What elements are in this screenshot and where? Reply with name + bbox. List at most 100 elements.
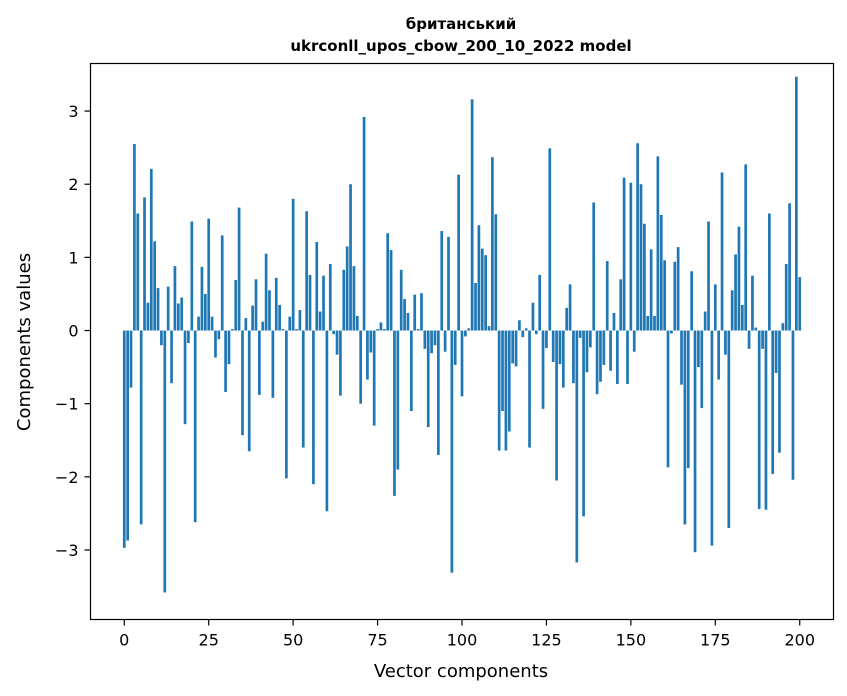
bar-component-69 (355, 315, 359, 331)
bar-component-47 (281, 329, 285, 331)
bar-component-116 (514, 330, 518, 367)
bar-component-13 (166, 286, 170, 331)
bar-component-111 (497, 330, 501, 451)
bar-component-37 (247, 330, 251, 452)
bar-component-11 (160, 330, 163, 346)
bar-component-120 (528, 330, 531, 448)
bar-component-181 (734, 254, 737, 331)
bar-component-170 (697, 330, 700, 368)
y-axis-ticks: −3 −2 −1 0 1 2 3 (55, 102, 91, 560)
x-tick-label: 200 (784, 631, 815, 650)
bar-component-196 (784, 263, 788, 331)
bar-component-177 (720, 172, 724, 331)
y-tick-label: −2 (55, 468, 79, 487)
bar-component-142 (602, 330, 606, 365)
x-axis-label: Vector components (374, 661, 548, 682)
bar-component-191 (767, 213, 771, 331)
bar-component-176 (717, 330, 721, 380)
bar-component-151 (632, 330, 636, 352)
bar-component-198 (791, 330, 795, 480)
bar-component-91 (430, 330, 433, 354)
bar-component-129 (558, 330, 562, 365)
bar-component-12 (163, 330, 167, 593)
bar-component-28 (217, 330, 221, 340)
bar-component-24 (203, 293, 207, 331)
bar-component-185 (747, 330, 751, 349)
bar-component-183 (740, 304, 744, 331)
bar-component-38 (251, 305, 254, 331)
bar-component-87 (416, 329, 420, 331)
bar-component-23 (200, 266, 204, 331)
bar-component-199 (795, 76, 798, 331)
bar-component-131 (565, 307, 569, 331)
bar-component-159 (659, 214, 663, 331)
bar-component-154 (643, 223, 646, 331)
bar-component-190 (764, 330, 768, 510)
y-tick-label: 2 (68, 175, 78, 194)
bar-component-63 (335, 330, 339, 355)
bar-component-184 (744, 164, 748, 331)
bar-component-155 (646, 315, 650, 331)
bar-component-125 (545, 330, 548, 349)
bar-component-96 (447, 236, 450, 331)
bar-component-71 (362, 116, 366, 331)
bar-component-4 (136, 213, 140, 331)
x-tick-label: 175 (700, 631, 731, 650)
bar-component-100 (460, 330, 464, 397)
x-tick-label: 150 (616, 631, 647, 650)
bar-component-165 (680, 330, 683, 385)
bar-component-107 (484, 255, 487, 331)
bar-component-145 (612, 312, 616, 331)
bar-component-10 (156, 288, 160, 331)
bar-component-25 (207, 218, 211, 331)
bar-component-40 (258, 330, 261, 395)
bar-component-62 (332, 330, 336, 335)
bar-component-66 (345, 246, 349, 331)
bar-component-146 (616, 330, 619, 384)
bar-component-52 (298, 310, 302, 331)
bar-component-85 (409, 330, 413, 411)
bar-series (122, 76, 802, 593)
y-tick-label: 1 (68, 248, 78, 267)
bar-component-68 (352, 266, 356, 331)
bar-component-92 (433, 330, 437, 346)
bar-component-58 (318, 311, 322, 331)
bar-component-130 (561, 330, 565, 388)
bar-component-127 (551, 330, 555, 362)
bar-component-121 (531, 302, 535, 331)
x-tick-label: 0 (119, 631, 129, 650)
bar-component-126 (548, 148, 552, 331)
bar-component-31 (227, 330, 231, 365)
x-tick-label: 25 (199, 631, 219, 650)
bar-component-76 (379, 322, 383, 331)
bar-component-56 (312, 330, 315, 485)
bar-component-163 (673, 261, 677, 331)
bar-component-149 (626, 330, 629, 384)
bar-component-74 (372, 330, 376, 426)
bar-component-51 (295, 329, 298, 331)
bar-component-193 (774, 330, 778, 373)
bar-component-72 (366, 330, 369, 380)
bar-component-195 (781, 323, 785, 331)
bar-component-97 (450, 330, 454, 573)
bar-component-161 (666, 330, 670, 468)
bar-component-144 (609, 330, 612, 371)
bar-component-7 (146, 302, 150, 331)
bar-component-153 (639, 184, 643, 331)
bar-component-39 (254, 279, 258, 331)
bar-component-173 (707, 221, 710, 331)
bar-component-22 (197, 316, 200, 331)
bar-component-44 (271, 330, 275, 398)
bar-component-174 (710, 330, 714, 546)
bar-component-80 (393, 330, 396, 496)
bar-component-157 (653, 315, 656, 331)
bar-component-123 (538, 274, 542, 331)
bar-component-136 (582, 330, 585, 517)
bar-component-189 (761, 330, 764, 349)
bar-component-143 (605, 261, 609, 331)
bar-component-30 (224, 330, 227, 392)
bar-component-42 (264, 253, 268, 331)
bar-component-168 (690, 271, 693, 331)
bar-component-0 (122, 330, 126, 548)
